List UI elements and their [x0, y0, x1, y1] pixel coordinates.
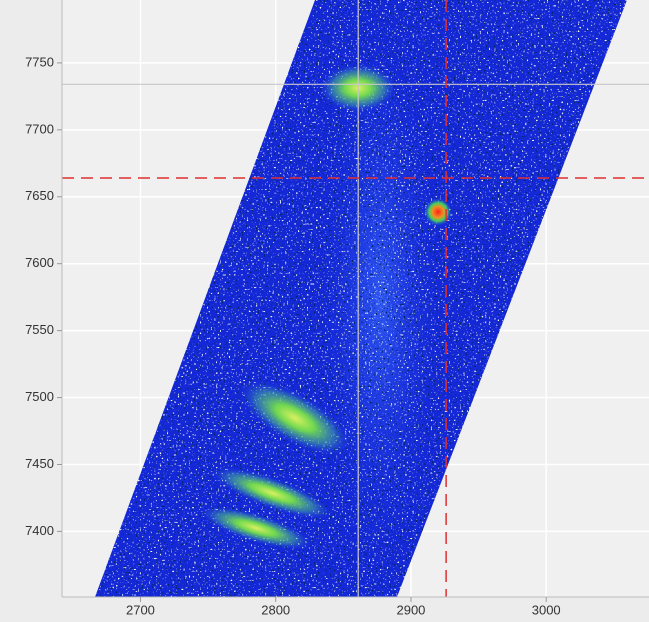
y-tick-label: 7600 — [25, 255, 54, 270]
x-tick-label: 3000 — [532, 602, 561, 617]
y-tick-label: 7700 — [25, 121, 54, 136]
y-tick-label: 7400 — [25, 523, 54, 538]
y-tick-label: 7750 — [25, 54, 54, 69]
y-tick-label: 7450 — [25, 456, 54, 471]
source — [200, 506, 312, 550]
x-tick-label: 2700 — [126, 602, 155, 617]
y-tick-label: 7650 — [25, 188, 54, 203]
y-tick-label: 7550 — [25, 322, 54, 337]
y-tick-label: 7500 — [25, 389, 54, 404]
source — [211, 466, 333, 520]
overlay — [62, 0, 649, 597]
x-tick-label: 2900 — [396, 602, 425, 617]
source — [424, 198, 452, 226]
x-tick-label: 2800 — [261, 602, 290, 617]
source — [239, 380, 351, 456]
